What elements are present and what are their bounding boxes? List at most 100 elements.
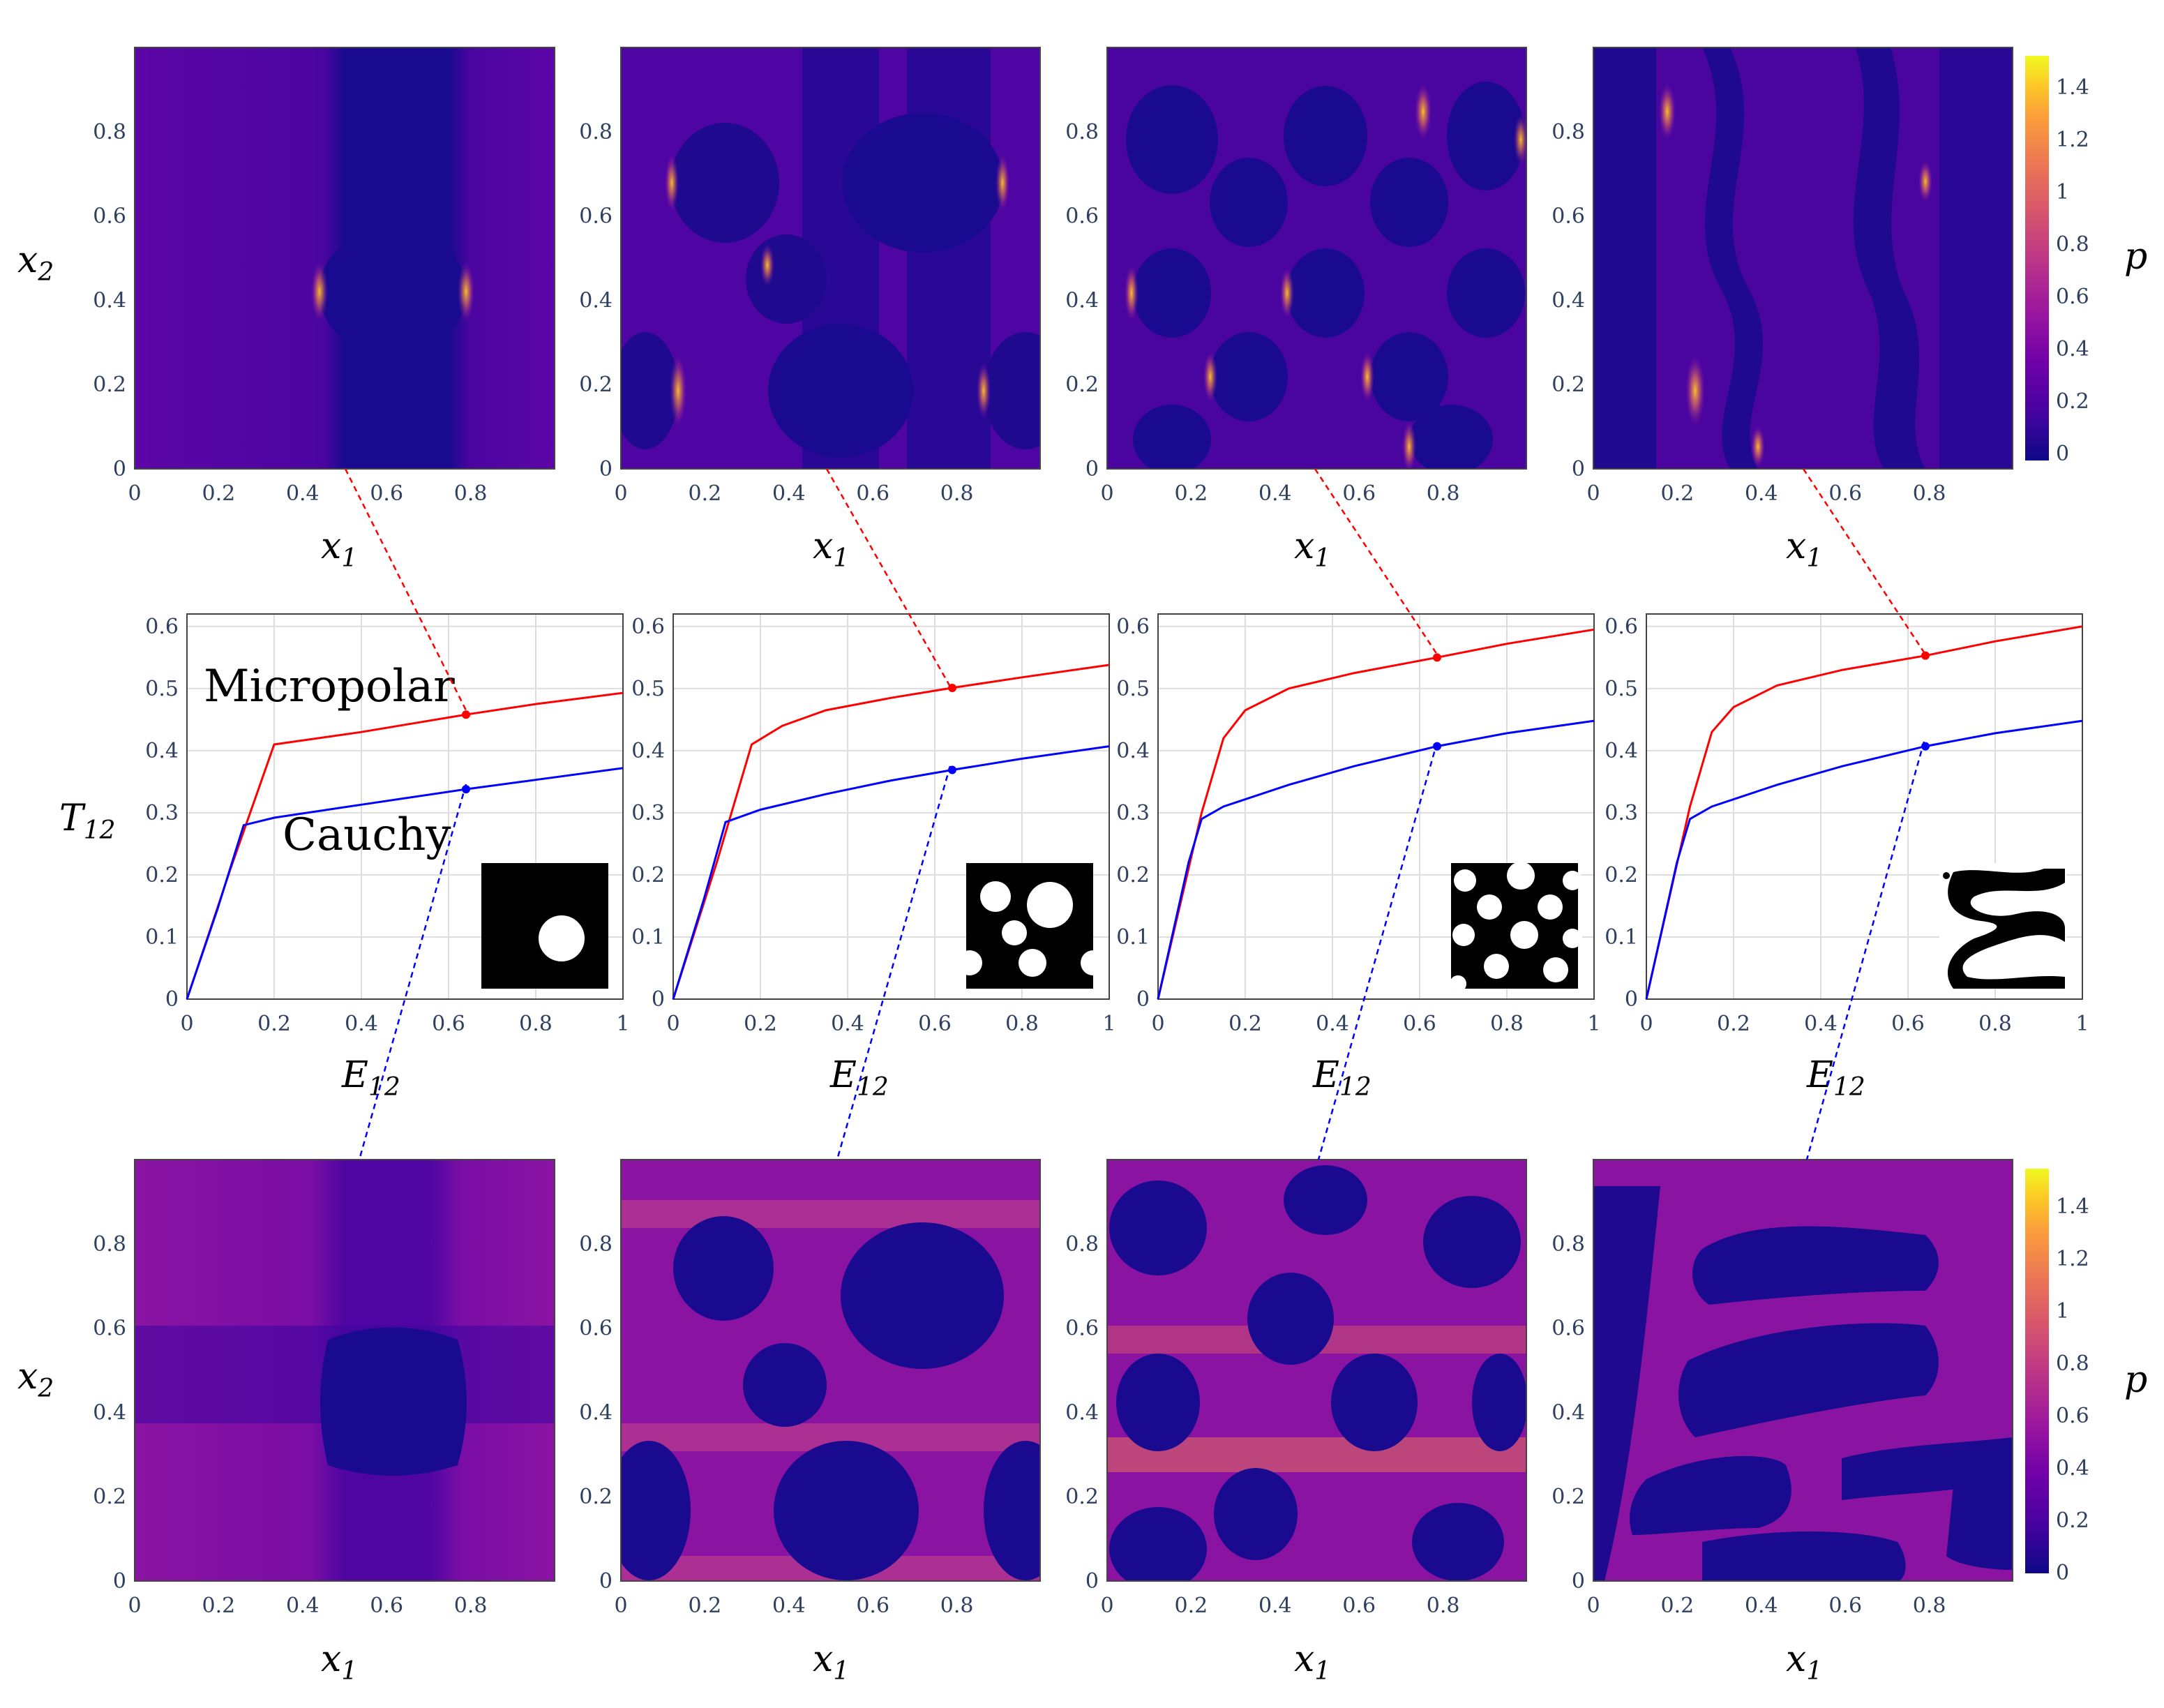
micropolar-annotation: Micropolar (204, 661, 455, 712)
y-tick-label: 0 (113, 1569, 126, 1594)
x-axis-label-E12-3: E12 (1312, 1054, 1372, 1102)
colorbar-tick: 0.6 (2056, 285, 2089, 309)
colorbar-tick: 0.8 (2056, 232, 2089, 257)
x-axis-label-E12-1: E12 (341, 1054, 400, 1102)
y-tick-label: 0.4 (1605, 739, 1638, 763)
x-axis-label-bottom-2: x1 (813, 1638, 849, 1686)
x-tick-label: 0 (614, 481, 627, 506)
series-line-micropolar (672, 664, 1110, 1000)
x-tick-label: 0 (1586, 1594, 1600, 1618)
y-tick-label: 0.4 (579, 288, 613, 313)
y-tick-label: 0.6 (1551, 1317, 1585, 1341)
colorbar-bottom-ticks: 0 0.2 0.4 0.6 0.8 1 1.2 1.4 (2056, 1194, 2089, 1585)
y-tick-label: 0 (1085, 457, 1099, 481)
x-axis-label-bottom-3: x1 (1294, 1638, 1330, 1686)
colorbar-top (2025, 56, 2049, 460)
colorbar-tick: 0.8 (2056, 1351, 2089, 1376)
heatmap-top-2 (621, 47, 1040, 469)
x-tick-label: 0.4 (772, 481, 806, 506)
series-line-cauchy (1157, 719, 1595, 1000)
x-tick-label: 0 (180, 1012, 193, 1036)
y-tick-label: 0.2 (1065, 1485, 1099, 1509)
x-axis-label-sub: 1 (1806, 1657, 1822, 1686)
x-tick-label: 0.2 (1717, 1012, 1750, 1036)
y-tick-label: 0.3 (1116, 801, 1150, 825)
y-tick-label: 0.4 (145, 739, 179, 763)
heatmap-axis-labels: x2 x2 x1 x1 x1 x1 x1 x1 x1 x1 (17, 239, 1822, 1686)
x-axis-label-main: x (1786, 1638, 1806, 1680)
y-axis-label-sub: 2 (37, 258, 54, 287)
x-tick-label: 0.2 (689, 1594, 722, 1618)
x-tick-label: 0.6 (432, 1012, 465, 1036)
x-tick-label: 0.8 (1978, 1012, 2012, 1036)
heatmap-top-3 (1107, 47, 1526, 469)
y-tick-label: 0.6 (93, 204, 126, 229)
marker-micropolar (462, 710, 470, 719)
x-tick-label: 0.6 (1342, 481, 1376, 506)
x-tick-label: 0.8 (454, 1594, 488, 1618)
y-tick-label: 0.6 (1605, 615, 1638, 639)
x-tick-label: 0.8 (1913, 1594, 1946, 1618)
y-tick-label: 0 (1572, 457, 1585, 481)
connector-cauchy-1 (358, 784, 467, 1160)
y-tick-label: 0 (1625, 987, 1638, 1012)
y-tick-label: 0.6 (1116, 615, 1150, 639)
y-tick-label: 0.6 (1065, 204, 1099, 229)
colorbar-tick: 1.4 (2056, 75, 2089, 100)
y-tick-label: 0.8 (579, 1232, 613, 1257)
marker-cauchy (1433, 742, 1441, 751)
x-axis-label-sub: 1 (833, 1657, 849, 1686)
y-tick-label: 0.2 (579, 1485, 613, 1509)
series-line-cauchy (672, 745, 1110, 1000)
heatmap-frame (620, 47, 1041, 470)
y-tick-label: 0.1 (1605, 925, 1638, 950)
y-tick-label: 0.1 (1116, 925, 1150, 950)
x-tick-label: 0.6 (370, 1594, 403, 1618)
x-tick-label: 0.2 (1661, 481, 1695, 506)
colorbar-tick: 1 (2056, 180, 2069, 204)
heatmap-frame (1593, 47, 2013, 470)
x-axis-label-main: x (1294, 1638, 1314, 1680)
y-tick-label: 0.2 (631, 863, 665, 887)
x-tick-label: 0 (1639, 1012, 1653, 1036)
heatmap-bottom-1 (135, 1160, 555, 1581)
x-axis-label-main: E (341, 1054, 368, 1096)
x-tick-label: 0 (128, 481, 141, 506)
y-tick-label: 0.6 (579, 1317, 613, 1341)
x-tick-label: 0.8 (1913, 481, 1946, 506)
heatmap-ticks: 0 0.2 0.4 0.6 0.8 0 0.2 0.4 0.6 0.8 0 0.2 0.4 0.6 0.8 0… (93, 120, 1946, 1618)
y-tick-label: 0.8 (93, 1232, 126, 1257)
y-tick-label: 0.4 (631, 739, 665, 763)
y-tick-label: 0.5 (145, 677, 179, 701)
x-tick-label: 0.6 (918, 1012, 952, 1036)
x-axis-label-main: E (829, 1054, 857, 1096)
y-tick-label: 0.8 (579, 120, 613, 144)
colorbar-label-bottom: p (2124, 1359, 2147, 1401)
colorbar-tick: 0.4 (2056, 337, 2089, 361)
x-tick-label: 1 (2075, 1012, 2089, 1036)
y-tick-label: 0.8 (1551, 120, 1585, 144)
x-tick-label: 0.2 (744, 1012, 777, 1036)
x-tick-label: 0.2 (202, 1594, 236, 1618)
x-axis-label-sub: 12 (1339, 1073, 1372, 1102)
plot-frame (1646, 613, 2083, 1000)
x-tick-label: 0.8 (940, 481, 974, 506)
connector-cauchy-3 (1317, 742, 1438, 1160)
x-tick-label: 1 (616, 1012, 629, 1036)
colorbar-tick: 0 (2056, 1561, 2069, 1585)
y-axis-label-sub: 2 (37, 1374, 54, 1403)
x-axis-label-top-1: x1 (321, 525, 357, 573)
x-tick-label: 0 (128, 1594, 141, 1618)
connector-cauchy-4 (1805, 741, 1925, 1160)
y-tick-label: 0.2 (1551, 373, 1585, 397)
y-tick-label: 0.5 (1116, 677, 1150, 701)
heatmap-frame (134, 1159, 555, 1582)
heatmap-top-4 (1593, 47, 2013, 469)
x-tick-label: 0.4 (831, 1012, 864, 1036)
x-tick-label: 0.8 (940, 1594, 974, 1618)
x-axis-label-sub: 12 (368, 1073, 400, 1102)
colorbar-tick: 0.2 (2056, 389, 2089, 414)
y-axis-label-sub: 12 (84, 816, 116, 845)
plot-frame (186, 613, 624, 1000)
